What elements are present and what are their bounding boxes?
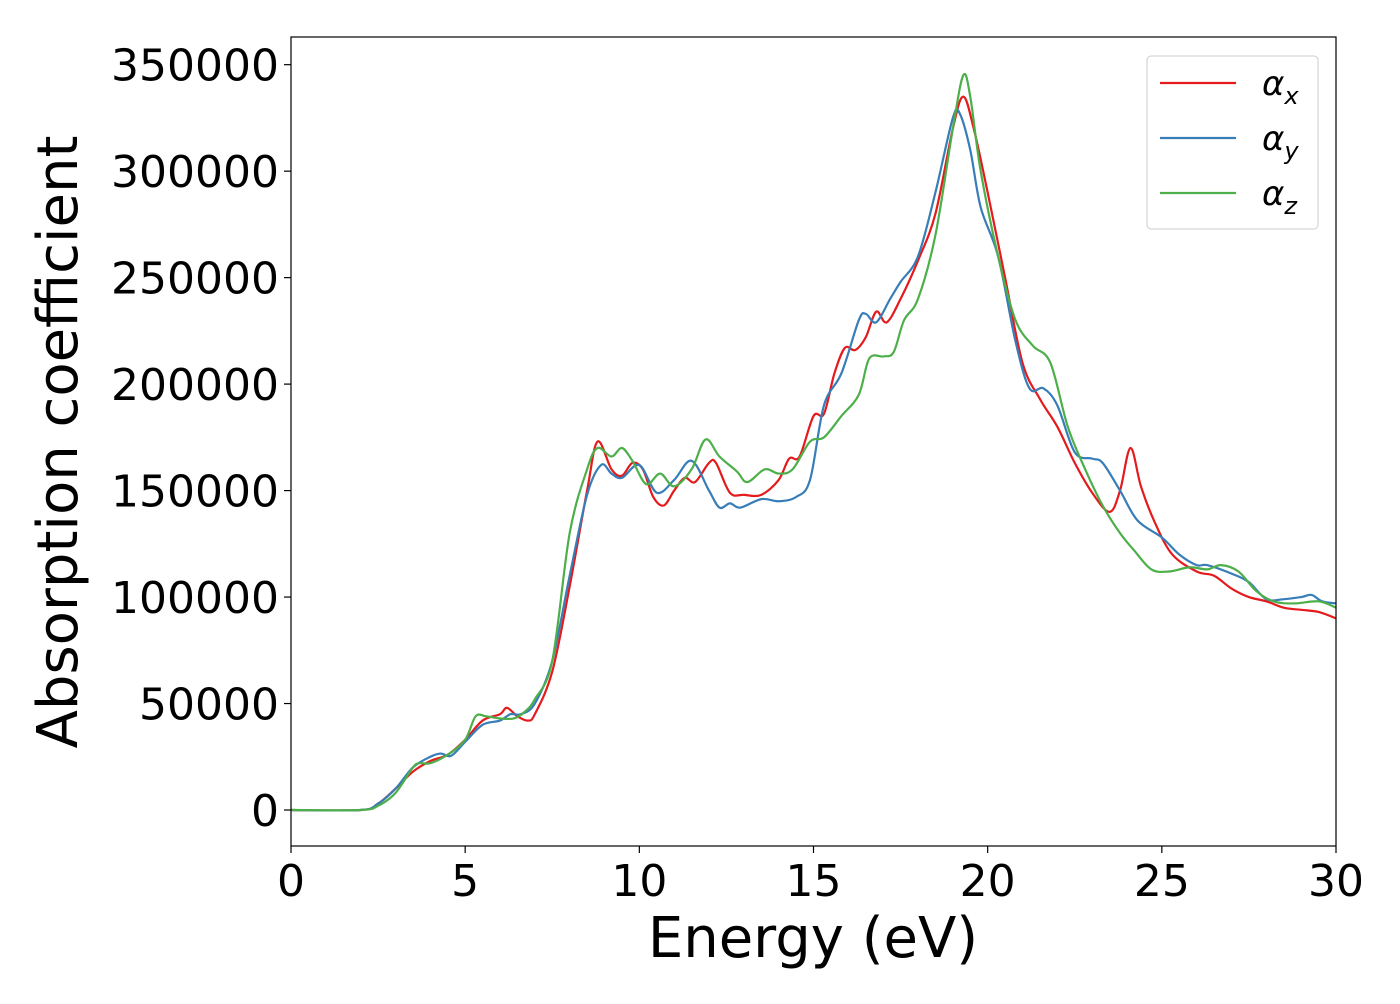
y-axis-label: Absorption coefficient (26, 136, 91, 749)
y-axis-ticks: 0 50000 100000 150000 200000 250000 300000 3500… (111, 41, 291, 837)
x-tick-label: 20 (960, 856, 1016, 907)
y-tick-label: 350000 (111, 41, 279, 92)
legend-box (1146, 55, 1319, 230)
series-lines (290, 72, 1337, 812)
legend-label-z: αz (1262, 174, 1298, 220)
legend-label-subscript: z (1283, 192, 1298, 220)
legend-label-symbol: α (1262, 64, 1284, 104)
legend-label-symbol: α (1262, 119, 1284, 159)
series-line-alpha-z (290, 72, 1337, 812)
x-tick-label: 0 (277, 856, 305, 907)
x-tick-label: 10 (611, 856, 667, 907)
legend-label-subscript: x (1283, 82, 1299, 110)
x-tick-label: 25 (1134, 856, 1190, 907)
x-tick-label: 15 (786, 856, 842, 907)
y-tick-label: 150000 (111, 467, 279, 518)
y-tick-label: 0 (251, 786, 279, 837)
y-tick-label: 50000 (139, 680, 279, 731)
series-line-alpha-y (290, 107, 1337, 812)
y-tick-label: 250000 (111, 254, 279, 305)
y-tick-label: 100000 (111, 573, 279, 624)
x-axis-ticks: 0 5 10 15 20 25 30 (277, 846, 1364, 907)
x-tick-label: 30 (1308, 856, 1364, 907)
x-tick-label: 5 (451, 856, 479, 907)
legend-label-subscript: y (1283, 137, 1299, 165)
legend-label-symbol: α (1262, 174, 1284, 214)
y-tick-label: 200000 (111, 360, 279, 411)
legend-label-y: αy (1262, 119, 1299, 165)
series-line-alpha-x (290, 95, 1337, 812)
legend-label-x: αx (1262, 64, 1299, 110)
x-axis-label: Energy (eV) (648, 906, 978, 971)
y-tick-label: 300000 (111, 147, 279, 198)
